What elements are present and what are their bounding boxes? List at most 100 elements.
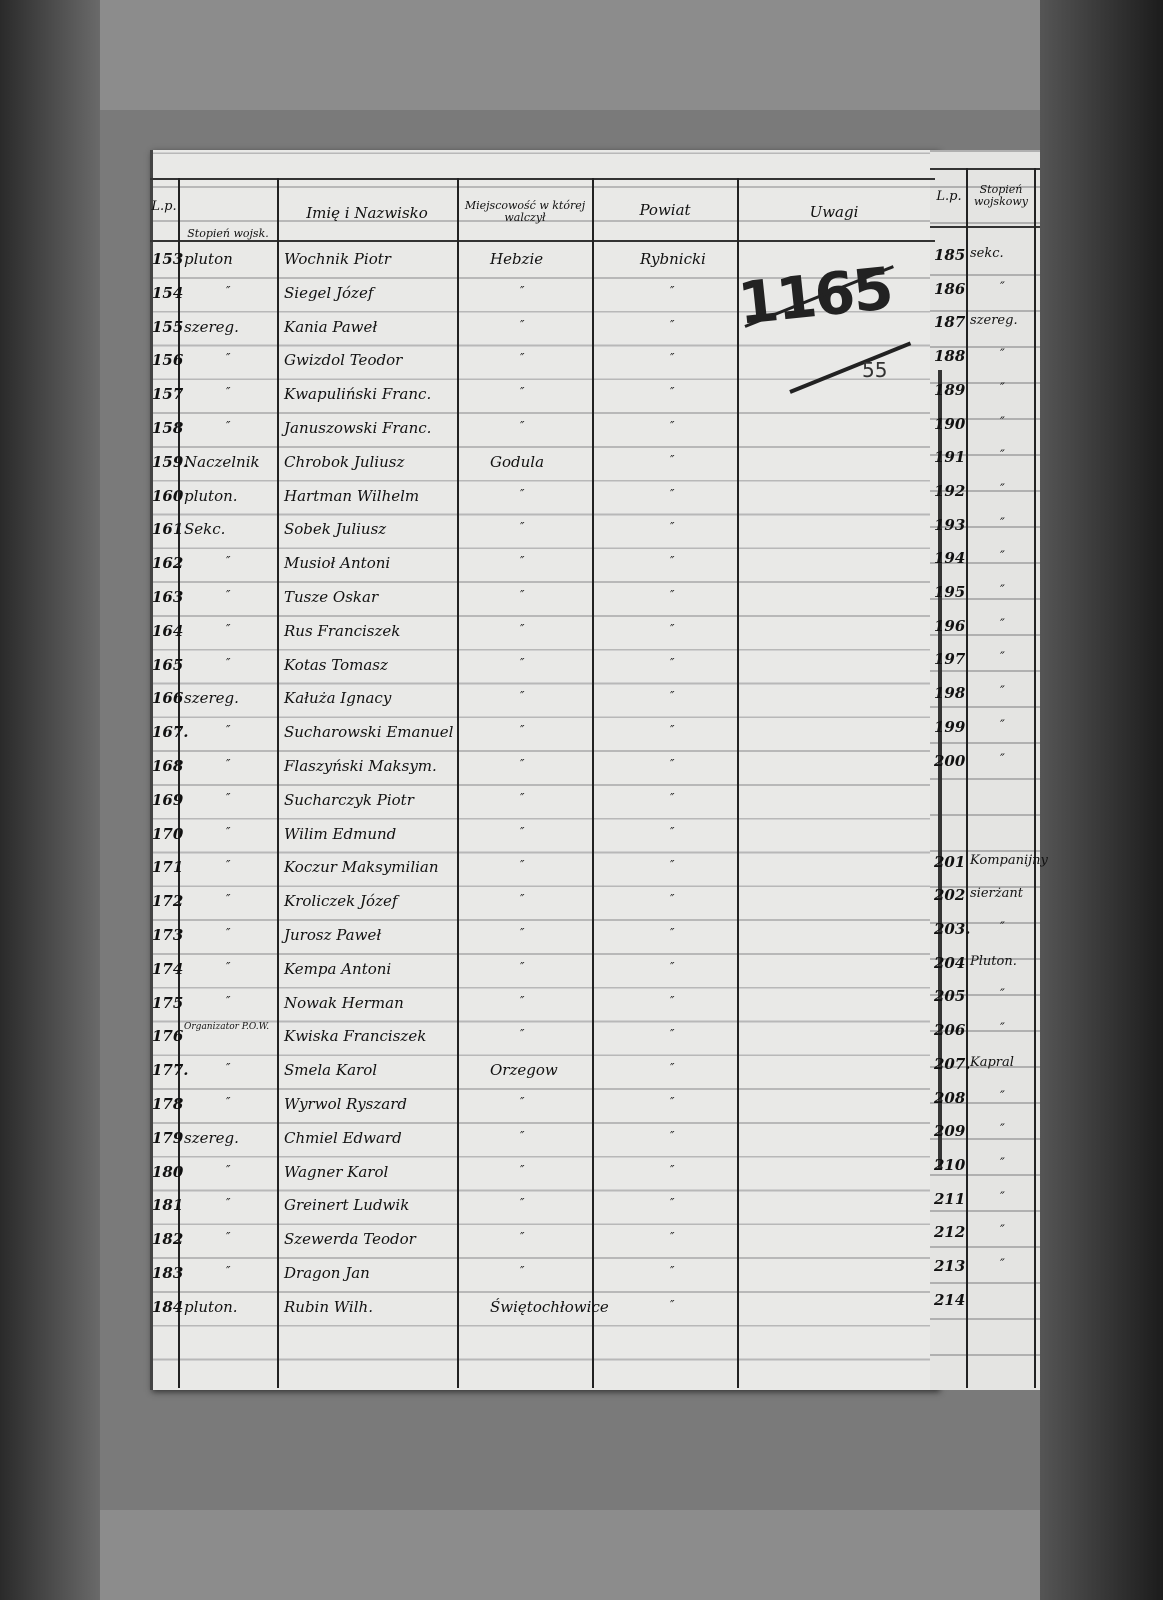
cell-place: ″ [520,892,525,907]
cell-rank: pluton. [184,486,238,505]
cell-place: ″ [520,520,525,535]
cell-name: Chmiel Edward [284,1128,402,1147]
cell-rank: ″ [226,1061,231,1076]
cell-county: ″ [670,520,675,535]
cell-county: ″ [670,1162,675,1177]
cell-place: ″ [520,317,525,332]
right-cell-rank: ″ [1000,1223,1005,1239]
cell-name: Sucharczyk Piotr [284,790,414,809]
right-cell-lp: 185 [934,246,966,264]
right-cell-rank: ″ [1000,380,1005,396]
right-cell-lp: 186 [934,279,966,298]
cell-rank: szereg. [184,317,239,336]
cell-name: Rus Franciszek [284,621,401,640]
cell-lp: 167. [152,723,189,742]
right-cell-lp: 190 [934,414,966,433]
right-cell-lp: 188 [934,347,966,366]
cell-name: Koczur Maksymilian [284,858,439,877]
cell-county: ″ [670,621,675,636]
cell-county: ″ [670,723,675,738]
cell-rank: ″ [226,1162,231,1177]
column-divider [178,178,180,1388]
cell-rank: ″ [226,959,231,974]
cell-rank: ″ [226,588,231,602]
cell-lp: 166 [152,689,184,708]
cell-county: ″ [670,317,675,332]
right-cell-lp: 206 [934,1021,966,1040]
header-lp: L.p. [151,199,177,214]
right-cell-lp: 193 [934,515,966,534]
cell-rank: ″ [226,621,231,636]
cell-name: Wagner Karol [284,1162,389,1181]
right-cell-rank: ″ [1000,987,1005,1003]
cell-rank: pluton [184,250,233,268]
right-cell-rank: ″ [1000,1088,1005,1104]
right-cell-rank: ″ [1000,1122,1005,1138]
cell-county: ″ [670,1128,675,1143]
right-cell-rank: ″ [1000,1257,1005,1272]
cell-county: ″ [670,1095,675,1109]
cell-rank: ″ [226,1095,231,1109]
right-cell-rank: ″ [1000,751,1005,767]
cell-rank: ″ [226,1230,231,1245]
cell-place: ″ [520,283,525,298]
cell-name: Sobek Juliusz [284,520,387,539]
column-divider [966,168,968,1388]
cell-place: ″ [520,1027,525,1042]
cell-county: ″ [670,655,675,670]
right-cell-lp: 197 [934,650,966,669]
right-cell-lp: 214 [934,1290,966,1309]
right-cell-rank: ″ [1000,717,1005,733]
cell-rank: Naczelnik [184,452,260,471]
cell-name: Kroliczek Józef [284,892,398,911]
cell-rank: szereg. [184,689,239,708]
right-header-top-rule [930,168,1040,170]
cell-lp: 153 [152,250,184,268]
cell-rank: ″ [226,1264,231,1278]
right-cell-rank: szereg. [970,313,1018,329]
cell-lp: 183 [152,1264,184,1282]
right-cell-rank: sierżant [970,886,1023,902]
right-cell-rank: ″ [1000,1155,1005,1171]
cell-lp: 182 [152,1230,184,1249]
right-cell-lp: 202 [934,886,966,905]
right-cell-rank: ″ [1000,616,1005,632]
cell-county: ″ [670,790,675,805]
cell-name: Kwiska Franciszek [284,1027,427,1046]
header-name: Imię i Nazwisko [306,204,428,222]
right-cell-lp: 191 [934,448,966,467]
cell-place: ″ [520,1128,525,1143]
cell-name: Flaszyński Maksym. [284,757,437,775]
right-cell-rank: Kapral [970,1054,1014,1070]
cell-lp: 172 [152,892,184,911]
header-place: Miejscowość w której walczył [464,199,586,225]
cell-rank: szereg. [184,1128,239,1147]
cell-name: Rubin Wilh. [284,1297,373,1316]
cell-lp: 156 [152,351,184,370]
cell-lp: 178 [152,1095,184,1113]
right-cell-lp: 210 [934,1155,966,1174]
cell-name: Smela Karol [284,1061,378,1080]
right-cell-rank: ″ [1000,414,1005,430]
right-cell-rank: sekc. [970,246,1004,261]
cell-place: Orzegow [490,1061,558,1080]
cell-place: ″ [520,621,525,636]
cell-lp: 164 [152,621,184,640]
cell-county: Rybnicki [640,250,706,268]
header-top-rule [150,178,935,180]
cell-rank: ″ [226,858,231,873]
cell-name: Sucharowski Emanuel [284,723,454,742]
right-cell-rank: ″ [1000,650,1005,666]
cell-place: ″ [520,419,525,433]
right-cell-lp: 213 [934,1257,966,1275]
cell-county: ″ [670,1230,675,1245]
cell-name: Wochnik Piotr [284,250,391,268]
cell-lp: 168 [152,757,184,775]
cell-county: ″ [670,419,675,433]
cell-name: Kałuża Ignacy [284,689,392,708]
cell-name: Musioł Antoni [284,554,391,573]
right-cell-rank: ″ [1000,583,1005,598]
right-cell-lp: 212 [934,1223,966,1242]
right-cell-rank: Pluton. [970,953,1017,969]
right-cell-rank: ″ [1000,1021,1005,1037]
